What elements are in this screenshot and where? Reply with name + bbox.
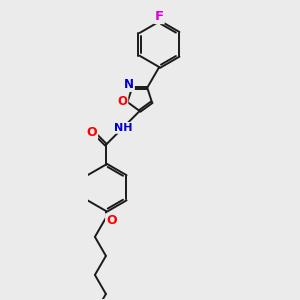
Text: O: O: [86, 126, 97, 139]
Text: F: F: [154, 10, 164, 23]
Text: O: O: [106, 214, 117, 227]
Text: O: O: [117, 95, 128, 108]
Text: NH: NH: [113, 123, 132, 133]
Text: N: N: [124, 78, 134, 91]
